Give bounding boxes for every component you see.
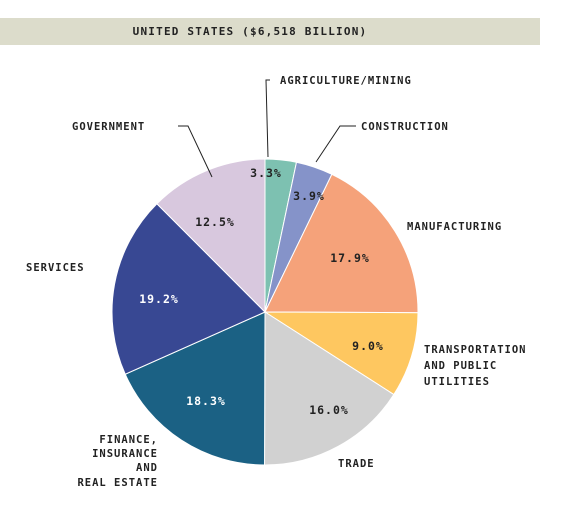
slice-category-label: FINANCE, INSURANCE AND REAL ESTATE xyxy=(77,434,158,489)
slice-percent-label: 16.0% xyxy=(309,403,349,417)
slice-percent-label: 18.3% xyxy=(186,394,226,408)
slice-category-label-line: TRADE xyxy=(338,458,375,470)
leader-line xyxy=(178,125,213,178)
slice-category-label: MANUFACTURING xyxy=(407,221,502,233)
leader-line xyxy=(265,79,270,158)
slice-category-label-line: AND xyxy=(136,462,158,474)
slice-category-label: CONSTRUCTION xyxy=(361,121,449,133)
slice-category-label: SERVICES xyxy=(26,262,85,274)
slice-percent-label: 9.0% xyxy=(352,339,384,353)
slice-percent-label: 19.2% xyxy=(139,292,179,306)
slice-percent-label: 12.5% xyxy=(195,215,235,229)
pie-slice xyxy=(111,203,266,375)
slice-category-label-line: INSURANCE xyxy=(92,448,158,460)
slice-category-label: GOVERNMENT xyxy=(72,121,145,133)
pie-slice xyxy=(264,311,395,466)
slice-percent-label: 3.9% xyxy=(293,189,325,203)
chart-title: UNITED STATES ($6,518 BILLION) xyxy=(132,25,368,38)
slice-category-label-line: GOVERNMENT xyxy=(72,121,145,133)
slice-category-label-line: REAL ESTATE xyxy=(77,477,158,489)
chart-title-bar: UNITED STATES ($6,518 BILLION) xyxy=(0,18,540,45)
pie-slice xyxy=(156,158,266,314)
slice-category-label-line: FINANCE, xyxy=(99,434,158,446)
slice-category-label-line: TRANSPORTATION xyxy=(424,344,527,356)
pie-slice xyxy=(124,311,266,466)
slice-category-label-line: MANUFACTURING xyxy=(407,221,502,233)
slice-category-label-line: AGRICULTURE/MINING xyxy=(280,75,412,87)
pie-slice xyxy=(263,311,419,396)
leader-line xyxy=(315,125,356,163)
slice-percent-label: 17.9% xyxy=(330,251,370,265)
slice-category-label-line: CONSTRUCTION xyxy=(361,121,449,133)
slice-category-label: AGRICULTURE/MINING xyxy=(280,75,412,87)
pie-slice xyxy=(264,173,419,314)
slice-category-label: TRANSPORTATION AND PUBLIC UTILITIES xyxy=(424,344,527,388)
slice-category-label: TRADE xyxy=(338,458,375,470)
slice-category-label-line: SERVICES xyxy=(26,262,85,274)
slice-category-label-line: UTILITIES xyxy=(424,376,490,388)
slice-percent-label: 3.3% xyxy=(250,166,282,180)
slice-category-label-line: AND PUBLIC xyxy=(424,360,497,372)
